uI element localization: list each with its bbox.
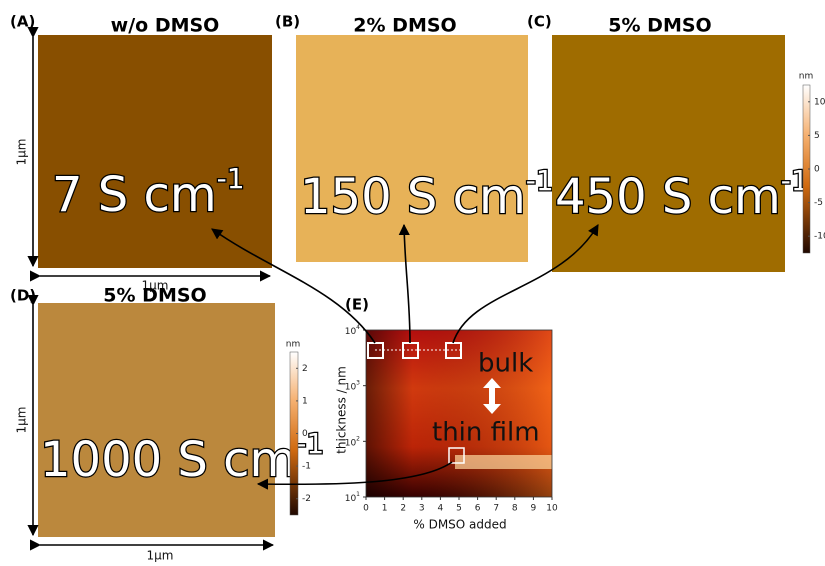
panel-label: (C): [527, 13, 552, 31]
y-tick-label: 101: [345, 491, 360, 504]
afm-image: [552, 35, 785, 272]
x-tick-label: 0: [363, 504, 369, 514]
y-tick-label: 104: [345, 324, 360, 337]
x-tick-label: 7: [493, 504, 499, 514]
panel-label: (A): [10, 13, 35, 31]
x-tick-label: 4: [438, 504, 444, 514]
conductivity: 7 S cm-1: [52, 162, 245, 223]
bulk-label: bulk: [478, 349, 533, 379]
x-tick-label: 2: [400, 504, 406, 514]
tick-exponent: 1: [356, 491, 360, 498]
tick-base: 10: [345, 327, 357, 337]
x-tick-label: 1: [382, 504, 388, 514]
colorbar-tick-label: 0: [302, 429, 308, 439]
thin-film-label: thin film: [432, 418, 540, 448]
colorbar-tick-label: 1: [302, 396, 308, 406]
x-tick-label: 6: [475, 504, 481, 514]
afm-image: [38, 303, 275, 537]
conductivity: 150 S cm-1: [300, 164, 554, 225]
colorbar-unit: nm: [286, 340, 300, 350]
colorbar-tick-label: 5: [814, 131, 820, 141]
scale-label: 1µm: [147, 549, 174, 563]
x-axis-label: % DMSO added: [413, 518, 506, 532]
x-tick-label: 3: [419, 504, 425, 514]
afm-image: [296, 35, 528, 262]
panel-label: (E): [345, 296, 369, 314]
panel-title: 2% DMSO: [353, 15, 456, 37]
figure: (A) w/o DMSO 7 S cm-1 1µm 1µm (B) 2% DMS…: [0, 0, 825, 566]
tick-base: 10: [345, 382, 357, 392]
panel-title: 5% DMSO: [608, 15, 711, 37]
colorbar-tick-label: -2: [302, 494, 311, 504]
x-tick-label: 8: [512, 504, 518, 514]
colorbar-tick-label: 2: [302, 364, 308, 374]
conductivity: 450 S cm-1: [555, 164, 809, 225]
afm-image: [38, 35, 272, 268]
colorbar-tick-label: -1: [302, 462, 311, 472]
scale-label: 1µm: [15, 407, 29, 434]
colorbar-unit: nm: [799, 72, 813, 82]
tick-base: 10: [345, 494, 357, 504]
panel-label: (D): [10, 287, 36, 305]
conductivity: 1000 S cm-1: [40, 427, 324, 488]
colorbar-tick-label: -5: [814, 198, 823, 208]
x-tick-label: 5: [456, 504, 462, 514]
heatmap-highlight: [455, 455, 552, 469]
panel-title: w/o DMSO: [111, 15, 220, 37]
panel-label: (B): [275, 13, 300, 31]
x-tick-label: 9: [531, 504, 537, 514]
tick-exponent: 3: [356, 379, 360, 386]
tick-base: 10: [345, 438, 357, 448]
colorbar-tick-label: 10: [814, 97, 825, 107]
tick-exponent: 2: [356, 435, 360, 442]
colorbar-tick-label: 0: [814, 165, 820, 175]
x-tick-label: 10: [546, 504, 558, 514]
scale-label: 1µm: [15, 139, 29, 166]
colorbar-tick-label: -10: [814, 232, 825, 242]
